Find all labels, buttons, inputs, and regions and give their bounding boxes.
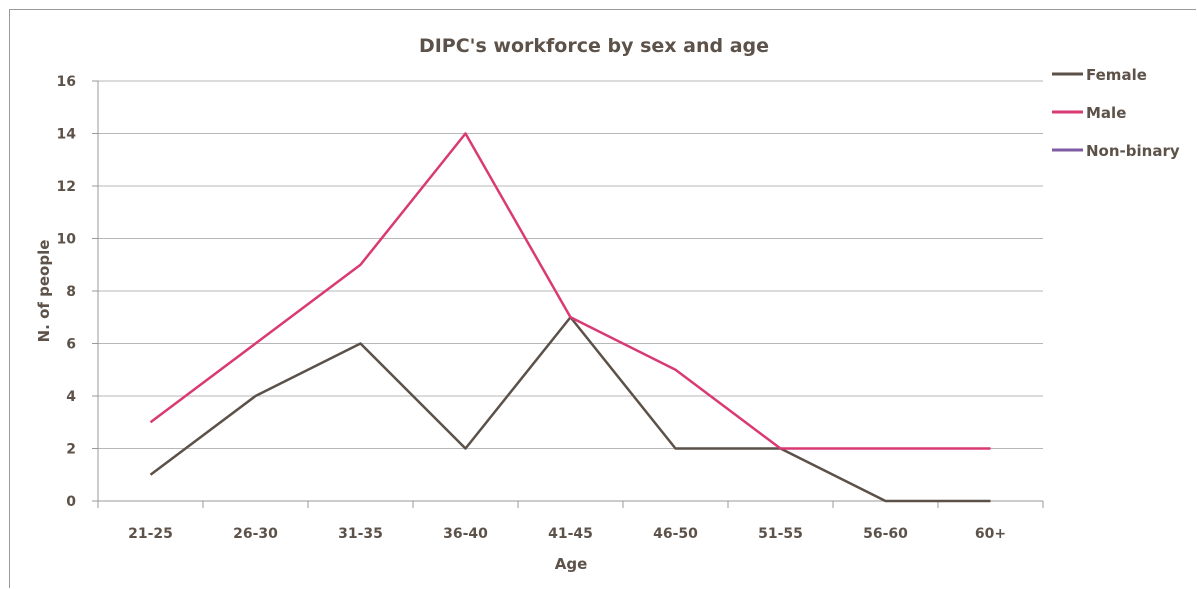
legend-label-male: Male [1086, 104, 1126, 122]
x-axis-label: Age [555, 555, 588, 573]
x-tick-label: 26-30 [233, 526, 278, 542]
legend-label-female: Female [1086, 66, 1147, 84]
x-tick-label: 21-25 [128, 526, 173, 542]
chart-frame [9, 9, 1196, 588]
y-tick-label: 8 [66, 284, 76, 300]
axes: 0 2 4 6 8 10 12 14 16 21-25 26-30 31-35 36-40 41-45 46… [57, 74, 1044, 542]
series-line-male [149, 132, 991, 450]
chart-title: DIPC's workforce by sex and age [419, 35, 769, 57]
y-axis-label: N. of people [35, 240, 53, 343]
x-tick-label: 51-55 [758, 526, 803, 542]
y-tick-label: 2 [66, 442, 76, 458]
x-tick-label: 46-50 [653, 526, 698, 542]
x-tick-label: 36-40 [443, 526, 488, 542]
y-tick-label: 6 [66, 337, 76, 353]
series-line-female [149, 316, 991, 503]
legend: Female Male Non-binary [1052, 66, 1180, 160]
x-tick-label: 56-60 [863, 526, 908, 542]
y-tick-label: 4 [66, 389, 76, 405]
y-tick-label: 0 [66, 494, 76, 510]
y-tick-label: 10 [57, 232, 77, 248]
series-lines [149, 132, 991, 503]
x-tick-label: 31-35 [338, 526, 383, 542]
x-tick-label: 60+ [975, 526, 1006, 542]
y-tick-label: 16 [57, 74, 76, 90]
y-tick-label: 12 [57, 179, 76, 195]
x-tick-label: 41-45 [548, 526, 593, 542]
y-tick-label: 14 [57, 127, 77, 143]
gridlines [98, 80, 1043, 449]
legend-label-non-binary: Non-binary [1086, 142, 1180, 160]
